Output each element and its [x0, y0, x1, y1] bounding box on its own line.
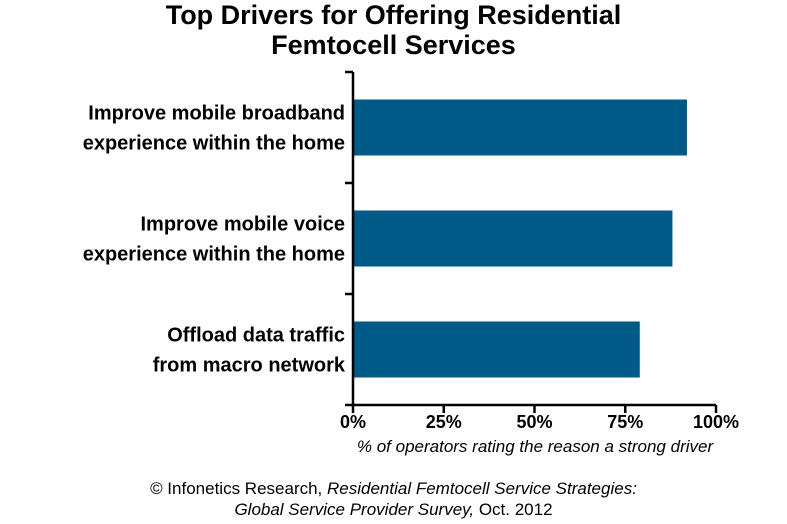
- category-label-3: Offload data traffic from macro network: [153, 325, 346, 377]
- category-label-2: Improve mobile voice experience within th…: [83, 214, 345, 266]
- category-label-3-line-2: from macro network: [153, 355, 346, 377]
- source-report-subtitle: Global Service Provider Survey,: [234, 500, 475, 519]
- x-tick-label-0: 0%: [340, 412, 366, 430]
- category-label-3-line-1: Offload data traffic: [167, 325, 345, 347]
- source-citation: © Infonetics Research, Residential Femto…: [0, 478, 787, 520]
- category-label-1-line-2: experience within the home: [83, 133, 345, 155]
- source-publisher: © Infonetics Research,: [150, 479, 328, 498]
- chart-title-line-2: Femtocell Services: [271, 30, 516, 60]
- x-tick-label-50: 50%: [516, 412, 552, 430]
- x-axis-label: % of operators rating the reason a stron…: [356, 437, 714, 456]
- bar-2: [353, 210, 673, 267]
- source-line-2: Global Service Provider Survey, Oct. 201…: [0, 499, 787, 520]
- chart-title: Top Drivers for Offering Residential Fem…: [0, 0, 787, 60]
- category-label-1: Improve mobile broadband experience withi…: [83, 103, 345, 155]
- category-labels-group: Improve mobile broadband experience withi…: [83, 103, 346, 377]
- x-tick-label-100: 100%: [693, 412, 739, 430]
- bar-chart-plot: Improve mobile broadband experience withi…: [83, 70, 739, 430]
- source-date: Oct. 2012: [474, 500, 553, 519]
- chart-title-line-1: Top Drivers for Offering Residential: [165, 0, 622, 30]
- source-report-title: Residential Femtocell Service Strategies…: [327, 479, 637, 498]
- bar-1: [353, 99, 687, 156]
- category-label-2-line-1: Improve mobile voice: [140, 214, 345, 236]
- x-tick-label-75: 75%: [607, 412, 643, 430]
- category-label-2-line-2: experience within the home: [83, 244, 345, 266]
- bar-3: [353, 321, 640, 378]
- x-tick-label-25: 25%: [426, 412, 462, 430]
- axes-group: 0% 25% 50% 75% 100%: [340, 70, 739, 430]
- category-label-1-line-1: Improve mobile broadband: [88, 103, 345, 125]
- bars-group: [353, 99, 687, 378]
- source-line-1: © Infonetics Research, Residential Femto…: [0, 478, 787, 499]
